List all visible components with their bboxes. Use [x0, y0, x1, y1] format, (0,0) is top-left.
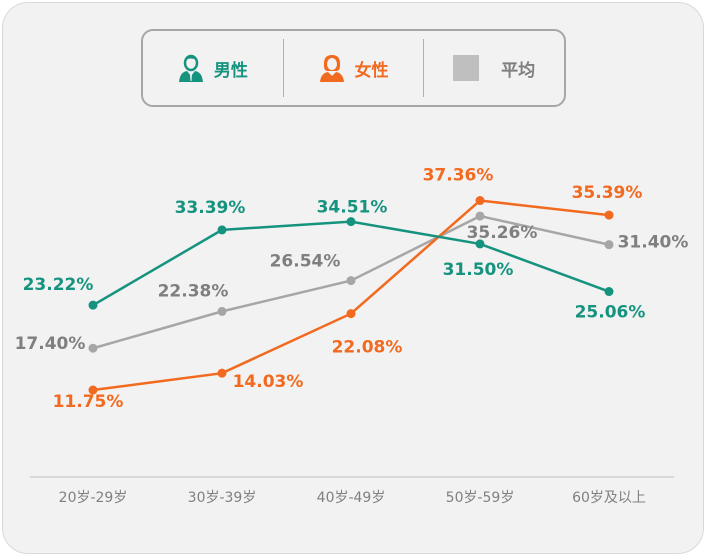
legend-item-female[interactable]: 女性 — [284, 31, 424, 105]
data-label: 26.54% — [270, 252, 341, 272]
data-point — [88, 300, 98, 310]
legend-divider — [282, 39, 284, 97]
data-point — [217, 225, 227, 235]
data-label: 31.50% — [443, 260, 514, 280]
legend-label-average: 平均 — [501, 60, 536, 81]
legend-label-female: 女性 — [354, 60, 389, 81]
male-person-icon — [178, 54, 203, 82]
data-point — [88, 343, 98, 353]
legend-item-average[interactable]: 平均 — [424, 31, 564, 105]
data-label: 35.39% — [572, 183, 643, 203]
data-label: 31.40% — [618, 233, 689, 253]
data-label: 17.40% — [15, 334, 86, 354]
data-label: 23.22% — [23, 275, 94, 295]
x-tick-label: 60岁及以上 — [572, 490, 646, 506]
x-tick-label: 40岁-49岁 — [317, 490, 386, 506]
data-point — [217, 368, 227, 378]
data-label: 33.39% — [175, 198, 246, 218]
data-label: 35.26% — [467, 223, 538, 243]
data-label: 22.08% — [332, 338, 403, 358]
data-point — [604, 287, 614, 297]
data-label: 37.36% — [423, 166, 494, 186]
legend-label-male: 男性 — [213, 60, 248, 81]
data-label: 14.03% — [233, 372, 304, 392]
x-tick-label: 30岁-39岁 — [188, 490, 257, 506]
x-tick-label: 50岁-59岁 — [446, 490, 515, 506]
data-point — [604, 210, 614, 220]
female-person-icon — [319, 55, 344, 82]
data-point — [346, 217, 356, 227]
data-point — [346, 309, 356, 319]
gray-square-icon — [453, 55, 480, 81]
data-point — [475, 196, 485, 206]
data-label: 25.06% — [575, 303, 646, 323]
data-point — [604, 240, 614, 250]
data-point — [88, 385, 98, 395]
data-label: 22.38% — [158, 281, 229, 301]
data-point — [475, 239, 485, 249]
x-tick-label: 20岁-29岁 — [59, 490, 128, 506]
data-point — [346, 276, 356, 286]
data-label: 34.51% — [317, 198, 388, 218]
data-point — [217, 306, 227, 316]
legend-item-male[interactable]: 男性 — [143, 31, 283, 105]
legend: 男性 女性 平均 — [141, 29, 566, 107]
data-label: 11.75% — [53, 392, 124, 412]
legend-divider — [423, 39, 425, 97]
data-point — [475, 211, 485, 221]
